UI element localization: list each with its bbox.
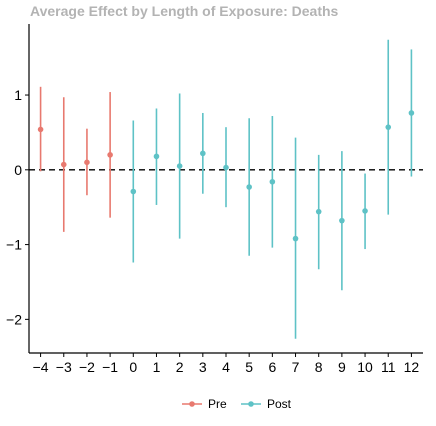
point-post-1 <box>153 153 160 160</box>
point-post-11 <box>385 124 392 130</box>
point-pre-1 <box>60 161 67 168</box>
point-post-7 <box>292 235 299 242</box>
legend-key-point-pre <box>189 401 195 407</box>
x-tick-label-0: −4 <box>33 359 49 375</box>
x-tick-label-1: −3 <box>56 359 72 375</box>
point-pre-0 <box>37 126 44 133</box>
x-tick-label-3: −1 <box>102 359 118 375</box>
legend-label-pre: Pre <box>208 397 227 411</box>
point-pre-2 <box>84 159 90 166</box>
point-post-9 <box>339 217 345 224</box>
x-tick-label-11: 7 <box>292 359 300 375</box>
point-post-12 <box>408 110 415 116</box>
series-pre <box>37 86 113 232</box>
legend-label-post: Post <box>267 397 292 411</box>
x-tick-label-8: 4 <box>222 359 230 375</box>
legend: Pre Post <box>182 397 292 411</box>
x-tick-label-12: 8 <box>315 359 323 375</box>
x-tick-label-15: 11 <box>381 359 396 375</box>
x-tick-label-16: 12 <box>404 359 420 375</box>
x-tick-label-6: 2 <box>176 359 184 375</box>
legend-key-point-post <box>248 401 254 407</box>
y-tick-label-2: 0 <box>14 162 22 178</box>
point-post-8 <box>315 208 322 215</box>
series-layer <box>37 39 415 339</box>
point-post-3 <box>200 150 206 157</box>
point-pre-3 <box>107 152 113 158</box>
point-post-10 <box>362 208 368 214</box>
x-tick-label-2: −2 <box>79 359 95 375</box>
x-tick-label-7: 3 <box>199 359 207 375</box>
legend-item-pre: Pre <box>182 397 227 411</box>
y-tick-label-1: −1 <box>6 237 22 253</box>
point-post-6 <box>269 178 276 185</box>
x-tick-label-4: 0 <box>129 359 137 375</box>
series-post <box>130 39 415 339</box>
point-post-0 <box>130 188 137 195</box>
x-tick-label-14: 10 <box>357 359 373 375</box>
point-post-5 <box>246 184 252 190</box>
y-tick-label-3: 1 <box>14 87 22 103</box>
x-tick-label-10: 6 <box>268 359 276 375</box>
x-tick-label-9: 5 <box>245 359 253 375</box>
y-tick-label-0: −2 <box>6 311 22 327</box>
axis-layer: −4 −3 −2 −1 0 1 2 3 4 5 6 7 8 9 10 11 12−2−101 <box>6 24 423 375</box>
legend-item-post: Post <box>241 397 292 411</box>
point-post-2 <box>176 163 183 169</box>
point-post-4 <box>223 164 229 171</box>
x-tick-label-13: 9 <box>338 359 346 375</box>
chart-title: Average Effect by Length of Exposure: De… <box>30 3 339 19</box>
x-tick-label-5: 1 <box>153 359 161 375</box>
